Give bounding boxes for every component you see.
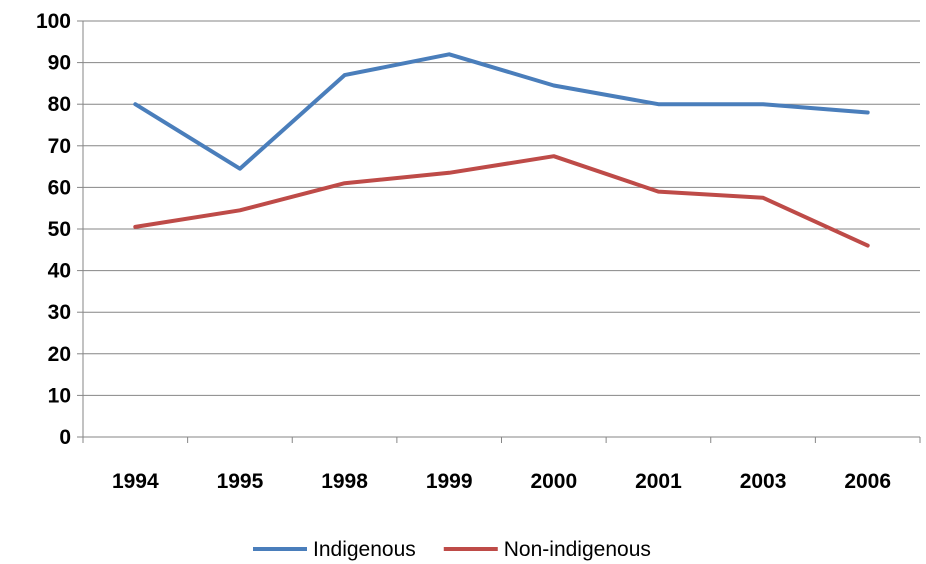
y-tick-label: 90 xyxy=(48,52,71,75)
x-tick-label: 2006 xyxy=(844,470,891,493)
y-tick-label: 20 xyxy=(48,343,71,366)
x-tick-label: 2001 xyxy=(635,470,682,493)
x-tick-label: 1998 xyxy=(321,470,368,493)
x-tick-label: 2000 xyxy=(530,470,577,493)
y-tick-label: 0 xyxy=(59,426,71,449)
y-tick-label: 80 xyxy=(48,93,71,116)
x-axis: 1994 1995 1998 1999 2000 2001 2003 2006 xyxy=(82,21,921,493)
series-line-non-indigenous xyxy=(133,154,870,248)
series-lines xyxy=(133,52,870,248)
y-tick-label: 40 xyxy=(48,260,71,283)
legend-label-non-indigenous: Non-indigenous xyxy=(504,538,651,561)
x-tick-label: 1995 xyxy=(217,470,264,493)
y-tick-label: 60 xyxy=(48,176,71,199)
y-tick-label: 70 xyxy=(48,135,71,158)
gridlines xyxy=(83,20,920,396)
legend: Indigenous Non-indigenous xyxy=(253,538,651,561)
y-tick-label: 50 xyxy=(48,218,71,241)
legend-label-indigenous: Indigenous xyxy=(313,538,416,561)
y-tick-label: 10 xyxy=(48,384,71,407)
y-tick-label: 100 xyxy=(36,10,71,33)
x-tick-label: 1994 xyxy=(112,470,159,493)
x-tick-label: 1999 xyxy=(426,470,473,493)
y-tick-label: 30 xyxy=(48,301,71,324)
x-tick-label: 2003 xyxy=(740,470,787,493)
y-axis-ticks: 0 10 20 30 40 50 60 70 80 90 100 xyxy=(36,10,83,449)
series-line-indigenous xyxy=(133,52,870,171)
